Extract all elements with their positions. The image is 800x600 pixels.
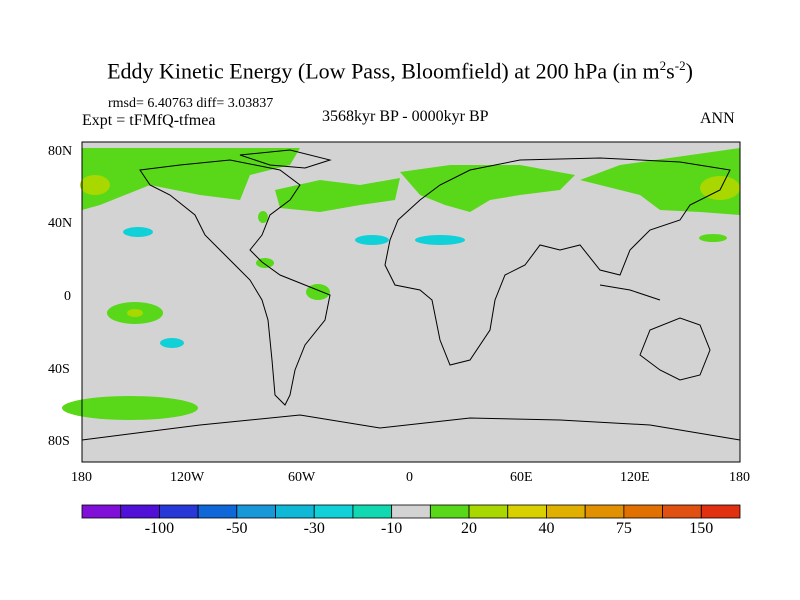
lon-label: 0 [406,470,413,485]
season-label: ANN [700,110,735,127]
lat-label: 0 [64,289,71,304]
colorbar-box [236,504,276,519]
colorbar-box [159,504,199,519]
lon-label: 180 [729,470,750,485]
negative-anomaly-regions [123,227,465,348]
experiment-label: Expt = tFMfQ-tfmea [82,112,216,129]
plot-title: Eddy Kinetic Energy (Low Pass, Bloomfiel… [107,58,693,84]
lat-label: 40S [48,362,70,377]
colorbar-label: -50 [226,520,248,537]
colorbar-box [275,504,315,519]
lat-label: 80N [48,144,73,159]
colorbar-label: 20 [461,520,478,537]
period-label: 3568kyr BP - 0000kyr BP [322,108,489,125]
colorbar-box [700,504,741,519]
colorbar-label: 75 [615,520,632,537]
lat-label: 40N [48,216,73,231]
colorbar-box [584,504,625,519]
colorbar-box [662,504,702,519]
colorbar-box [81,504,122,519]
colorbar-box [352,504,393,519]
colorbar-box [429,504,470,519]
colorbar-box [468,504,509,519]
colorbar-label: 150 [689,520,714,537]
colorbar-label: -10 [380,520,403,537]
colorbar [81,504,741,519]
strong-positive-regions [80,175,740,317]
lon-label: 60E [510,470,533,485]
colorbar-box [507,504,547,519]
colorbar-label: 40 [538,520,555,537]
lon-label: 180 [71,470,92,485]
colorbar-box [391,504,431,519]
colorbar-box [623,504,663,519]
lon-label: 120E [620,470,650,485]
colorbar-label: -30 [303,520,325,537]
lon-label: 120W [170,470,205,485]
colorbar-box [313,504,354,519]
map-frame [81,141,741,463]
colorbar-box [120,504,160,519]
colorbar-box [546,504,586,519]
colorbar-label: -100 [144,520,175,537]
stats-label: rmsd= 6.40763 diff= 3.03837 [108,96,274,111]
colorbar-box [197,504,238,519]
lat-label: 80S [48,434,70,449]
lon-label: 60W [288,470,316,485]
coastlines [81,149,741,441]
